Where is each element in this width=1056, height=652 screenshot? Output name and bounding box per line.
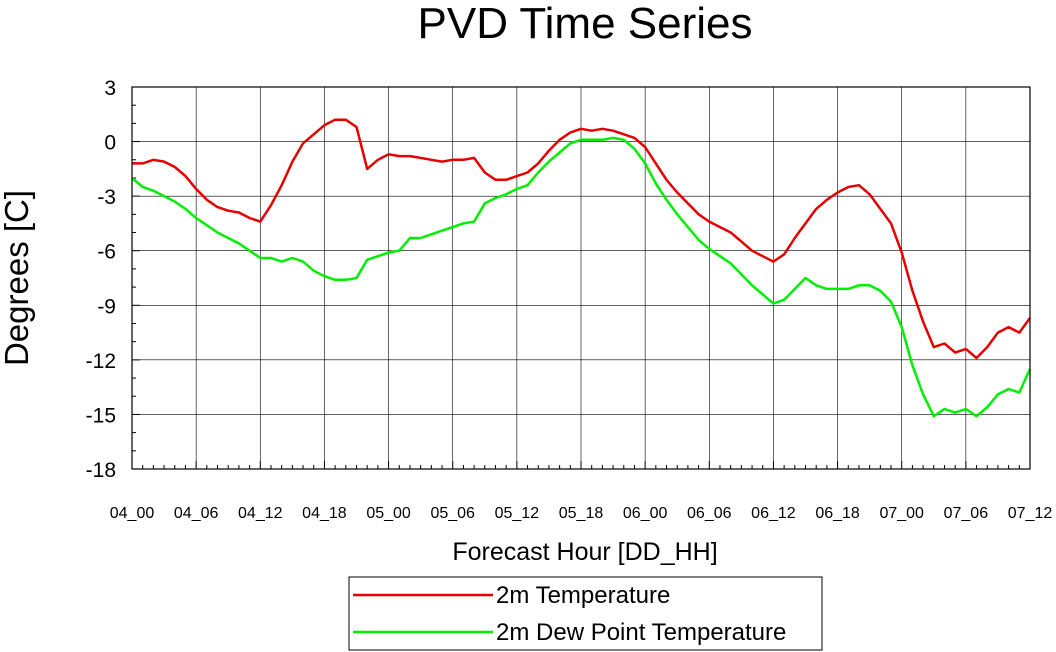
series-lines bbox=[131, 118, 1032, 418]
x-tick-label: 07_06 bbox=[944, 505, 989, 522]
x-tick-label: 06_06 bbox=[687, 505, 732, 522]
x-tick-label: 06_18 bbox=[815, 505, 860, 522]
x-tick-label: 04_18 bbox=[302, 505, 347, 522]
legend-label-temperature: 2m Temperature bbox=[496, 582, 670, 609]
x-tick-label: 05_00 bbox=[366, 505, 411, 522]
x-tick-label: 06_00 bbox=[623, 505, 668, 522]
y-axis-label: Degrees [C] bbox=[0, 190, 35, 366]
legend-label-dew-point: 2m Dew Point Temperature bbox=[496, 619, 786, 646]
y-tick-label: -3 bbox=[97, 186, 116, 209]
plot-frame bbox=[131, 86, 1031, 470]
x-tick-label: 04_12 bbox=[238, 505, 283, 522]
x-tick-label: 05_18 bbox=[559, 505, 604, 522]
y-tick-label: -15 bbox=[86, 404, 116, 427]
y-tick-label: -12 bbox=[86, 350, 116, 373]
y-tick-label: 0 bbox=[104, 132, 116, 155]
x-tick-label: 04_00 bbox=[110, 505, 155, 522]
y-tick-label: -9 bbox=[97, 295, 116, 318]
x-tick-label: 05_12 bbox=[495, 505, 540, 522]
axis-ticks bbox=[131, 86, 1031, 470]
x-tick-label: 04_06 bbox=[174, 505, 219, 522]
legend: 2m Temperature 2m Dew Point Temperature bbox=[348, 576, 823, 651]
chart-title: PVD Time Series bbox=[418, 0, 753, 48]
series-line-dew-point bbox=[131, 136, 1032, 418]
y-tick-labels: 3 0 -3 -6 -9 -12 -15 -18 bbox=[86, 77, 116, 482]
x-tick-label: 07_00 bbox=[879, 505, 924, 522]
x-tick-label: 06_12 bbox=[751, 505, 796, 522]
grid-lines bbox=[131, 86, 1031, 470]
y-tick-label: -18 bbox=[86, 459, 116, 482]
x-axis-label: Forecast Hour [DD_HH] bbox=[452, 538, 717, 566]
legend-box bbox=[348, 576, 823, 651]
x-tick-label: 07_12 bbox=[1008, 505, 1053, 522]
y-tick-label: 3 bbox=[104, 77, 116, 100]
y-tick-label: -6 bbox=[97, 241, 116, 264]
x-tick-label: 05_06 bbox=[430, 505, 475, 522]
series-line-temperature bbox=[132, 118, 1032, 360]
x-tick-labels: 04_00 04_06 04_12 04_18 05_00 05_06 05_12 05_18… bbox=[110, 505, 1053, 522]
